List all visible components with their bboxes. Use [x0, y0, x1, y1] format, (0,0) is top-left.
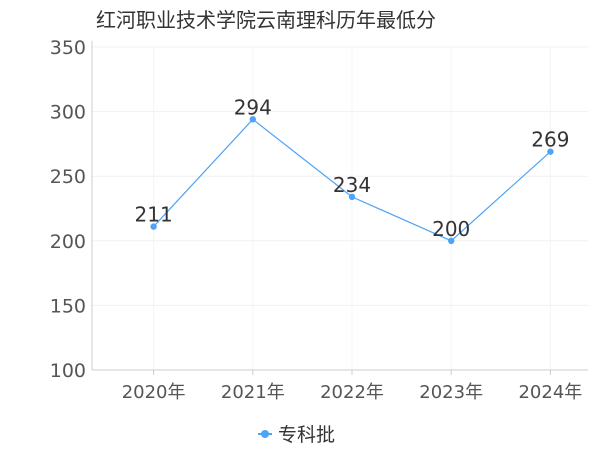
y-tick-label: 100: [50, 360, 86, 382]
y-tick-label: 150: [50, 295, 86, 317]
x-tick-labels: 2020年 2021年 2022年 2023年 2024年: [122, 382, 583, 403]
data-point: [348, 193, 356, 201]
data-point: [448, 237, 455, 244]
data-point: [150, 223, 157, 230]
y-tick-label: 250: [50, 166, 86, 188]
data-label: 269: [531, 128, 569, 152]
data-label: 294: [234, 95, 272, 119]
x-tick-label: 2021年: [221, 382, 285, 403]
y-tick-label: 350: [50, 37, 86, 59]
x-tick-label: 2023年: [419, 382, 483, 403]
data-label: 211: [135, 203, 173, 227]
y-tick-label: 200: [50, 231, 86, 253]
data-point: [547, 148, 554, 155]
grid-lines: [92, 46, 588, 371]
axes: [91, 41, 588, 375]
x-tick-label: 2024年: [518, 382, 582, 403]
data-point: [249, 116, 256, 123]
x-tick-label: 2022年: [320, 382, 384, 403]
data-label: 200: [432, 217, 470, 241]
legend-series-label: 专科批: [278, 424, 336, 446]
x-tick-label: 2020年: [122, 382, 186, 403]
y-tick-labels: 100 150 200 250 300 350: [50, 37, 86, 382]
legend-series-marker: [258, 427, 272, 441]
legend: 专科批: [258, 420, 335, 447]
chart-title: 红河职业技术学院云南理科历年最低分: [96, 8, 436, 32]
y-tick-label: 300: [50, 102, 86, 124]
data-labels: 211 294 234 200 269: [135, 95, 570, 240]
series-points: [150, 116, 554, 244]
data-label: 234: [333, 173, 371, 197]
